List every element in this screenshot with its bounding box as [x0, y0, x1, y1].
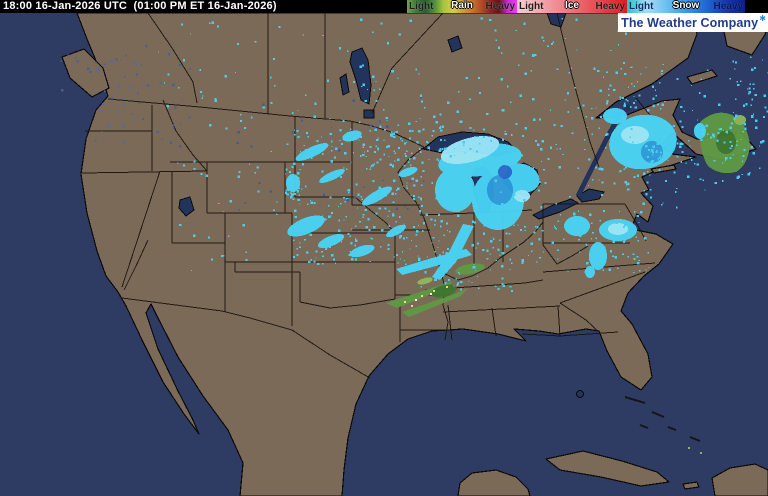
lake-manitoba [339, 73, 350, 96]
legend-ice-light: Light [519, 1, 544, 12]
weather-company-logo: The Weather Company ✱ [618, 13, 768, 32]
long-island [650, 164, 677, 174]
legend-rain-label: Rain [451, 0, 473, 11]
legend-ice: Light Ice Heavy [517, 0, 627, 13]
legend-snow-heavy: Heavy [713, 1, 743, 12]
legend-ice-heavy: Heavy [595, 1, 625, 12]
james-bay [546, 13, 567, 28]
vancouver-island [61, 48, 110, 98]
legend-rain-heavy: Heavy [485, 1, 515, 12]
lake-okeechobee [576, 390, 584, 398]
great-salt-lake [178, 196, 195, 217]
lake-winnipeg [349, 47, 372, 105]
snow-precip [60, 17, 768, 307]
anticosti-island [686, 69, 718, 85]
lake-nipigon [447, 35, 463, 53]
logo-sparkle-icon: ✱ [759, 13, 766, 23]
precip-legend: Light Rain Heavy Light Ice Heavy Light S… [407, 0, 745, 13]
logo-text: The Weather Company [621, 15, 759, 30]
status-bar: 18:00 16-Jan-2026 UTC (01:00 PM ET 16-Ja… [0, 0, 768, 13]
yucatan [457, 469, 531, 496]
legend-snow-label: Snow [672, 0, 700, 11]
jamaica [682, 481, 700, 490]
cuba [545, 450, 670, 487]
radar-map [0, 13, 768, 496]
legend-snow-light: Light [629, 1, 654, 12]
snow-speckles [60, 17, 768, 292]
timestamp: 18:00 16-Jan-2026 UTC (01:00 PM ET 16-Ja… [3, 0, 277, 12]
hispaniola [711, 463, 768, 496]
lake-of-the-woods [363, 109, 375, 119]
legend-ice-label: Ice [565, 0, 579, 11]
legend-rain-light: Light [409, 1, 434, 12]
legend-snow: Light Snow Heavy [627, 0, 745, 13]
bahamas [624, 396, 701, 442]
legend-rain: Light Rain Heavy [407, 0, 517, 13]
us-mexico-border [121, 297, 371, 379]
